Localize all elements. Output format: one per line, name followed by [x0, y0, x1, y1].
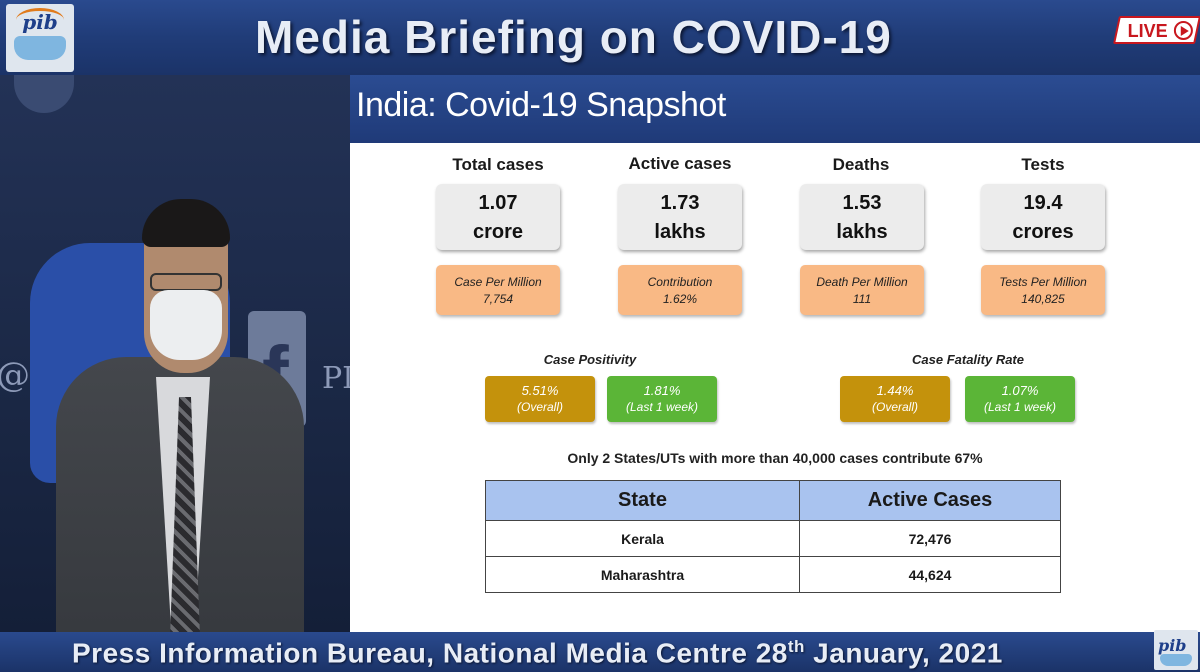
table-header-row: State Active Cases	[485, 480, 1061, 521]
table-row: Kerala 72,476	[485, 520, 1061, 557]
speaker-glasses	[150, 273, 222, 291]
stat-box-active-cases: 1.73 lakhs	[618, 184, 742, 250]
footer-text-sup: th	[787, 637, 805, 656]
banner-title: Media Briefing on COVID-19	[255, 11, 892, 63]
sub-label: Death Per Million	[816, 275, 908, 289]
cell-state: Kerala	[485, 520, 800, 557]
footer-text-main: Press Information Bureau, National Media…	[72, 637, 788, 669]
speaker-mask	[150, 290, 222, 360]
sub-value: 1.62%	[662, 292, 698, 306]
stat-value: 1.07	[478, 192, 518, 214]
face-mask-icon	[14, 36, 66, 60]
sub-value: 7,754	[482, 292, 514, 306]
rate-desc: (Last 1 week)	[983, 400, 1057, 414]
stat-unit: lakhs	[654, 221, 706, 243]
stat-unit: crores	[1012, 221, 1074, 243]
cell-state: Maharashtra	[485, 556, 800, 593]
pib-logo-arc	[16, 8, 64, 32]
case-positivity-label: Case Positivity	[543, 352, 637, 367]
stat-value: 19.4	[1023, 192, 1063, 214]
table-note: Only 2 States/UTs with more than 40,000 …	[567, 450, 983, 466]
footer-text-end: January, 2021	[804, 637, 1003, 669]
pib-small-logo-text: pib	[1158, 636, 1187, 655]
slide-header	[350, 75, 1200, 143]
sub-value: 140,825	[1021, 292, 1065, 306]
stat-box-deaths: 1.53 lakhs	[800, 184, 924, 250]
sub-label: Tests Per Million	[999, 275, 1087, 289]
live-badge: LIVE	[1113, 16, 1200, 44]
stat-label-deaths: Deaths	[832, 155, 890, 174]
face-mask-icon	[1160, 654, 1192, 666]
case-fatality-label: Case Fatality Rate	[912, 352, 1024, 367]
column-header-active-cases: Active Cases	[799, 480, 1061, 521]
pib-small-logo: pib	[1154, 630, 1198, 670]
rate-value: 1.81%	[643, 383, 681, 398]
footer-text: Press Information Bureau, National Media…	[72, 637, 1003, 669]
case-fatality-last-week: 1.07% (Last 1 week)	[965, 376, 1075, 422]
bottom-banner	[0, 632, 1200, 672]
sub-label: Contribution	[647, 275, 713, 289]
stat-box-total-cases: 1.07 crore	[436, 184, 560, 250]
cell-cases: 44,624	[799, 556, 1061, 593]
stat-label-active-cases: Active cases	[628, 154, 732, 173]
pib-logo: pib	[6, 4, 74, 72]
cell-cases: 72,476	[799, 520, 1061, 557]
play-icon	[1180, 26, 1189, 36]
speaker-video: @PII PI f	[0, 75, 350, 632]
sub-box-case-per-million: Case Per Million 7,754	[436, 265, 560, 315]
stat-unit: crore	[472, 221, 524, 243]
pib-logo-text: pib	[22, 10, 58, 34]
sub-box-contribution: Contribution 1.62%	[618, 265, 742, 315]
sub-value: 111	[852, 292, 872, 306]
wall-logo	[14, 75, 74, 113]
rate-value: 5.51%	[521, 383, 559, 398]
sub-box-death-per-million: Death Per Million 111	[800, 265, 924, 315]
rate-desc: (Overall)	[516, 400, 563, 414]
top-banner	[0, 0, 1200, 75]
live-label: LIVE	[1127, 21, 1168, 41]
rate-value: 1.44%	[876, 383, 914, 398]
sub-label: Case Per Million	[454, 275, 542, 289]
case-fatality-overall: 1.44% (Overall)	[840, 376, 950, 422]
stat-value: 1.73	[660, 192, 700, 214]
stat-label-total-cases: Total cases	[452, 155, 544, 174]
rate-value: 1.07%	[1001, 383, 1039, 398]
slide-title: India: Covid-19 Snapshot	[356, 86, 726, 124]
table-row: Maharashtra 44,624	[485, 556, 1061, 593]
column-header-state: State	[485, 480, 800, 521]
state-table: State Active Cases Kerala 72,476 Maharas…	[485, 480, 1061, 593]
rate-desc: (Last 1 week)	[625, 400, 699, 414]
speaker-hair	[142, 199, 230, 247]
sub-box-tests-per-million: Tests Per Million 140,825	[981, 265, 1105, 315]
case-positivity-last-week: 1.81% (Last 1 week)	[607, 376, 717, 422]
rate-desc: (Overall)	[871, 400, 918, 414]
stat-unit: lakhs	[836, 221, 888, 243]
stat-label-tests: Tests	[1021, 155, 1065, 174]
wall-text-right: PI	[322, 361, 350, 396]
stat-value: 1.53	[842, 192, 882, 214]
stat-box-tests: 19.4 crores	[981, 184, 1105, 250]
case-positivity-overall: 5.51% (Overall)	[485, 376, 595, 422]
